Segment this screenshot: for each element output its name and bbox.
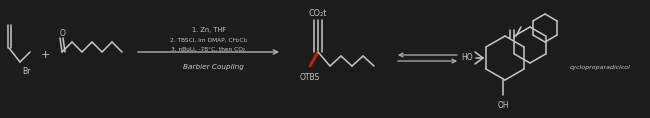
Text: OTBS: OTBS [300, 74, 320, 82]
Text: 1. Zn, THF: 1. Zn, THF [192, 27, 226, 33]
Text: Barbier Coupling: Barbier Coupling [183, 64, 244, 70]
Text: HO: HO [462, 53, 473, 63]
Text: cycloproparadicicol: cycloproparadicicol [569, 65, 630, 70]
Text: +: + [40, 50, 49, 60]
Text: Br: Br [22, 67, 30, 76]
Text: CO₂t: CO₂t [309, 10, 327, 19]
Text: O: O [60, 30, 66, 38]
Text: 3. nBuLi, -78°C, then CO₂: 3. nBuLi, -78°C, then CO₂ [172, 46, 246, 51]
Text: OH: OH [497, 101, 509, 110]
Text: 2. TBSCl, Im DMAP, CH₂Cl₂: 2. TBSCl, Im DMAP, CH₂Cl₂ [170, 38, 247, 42]
